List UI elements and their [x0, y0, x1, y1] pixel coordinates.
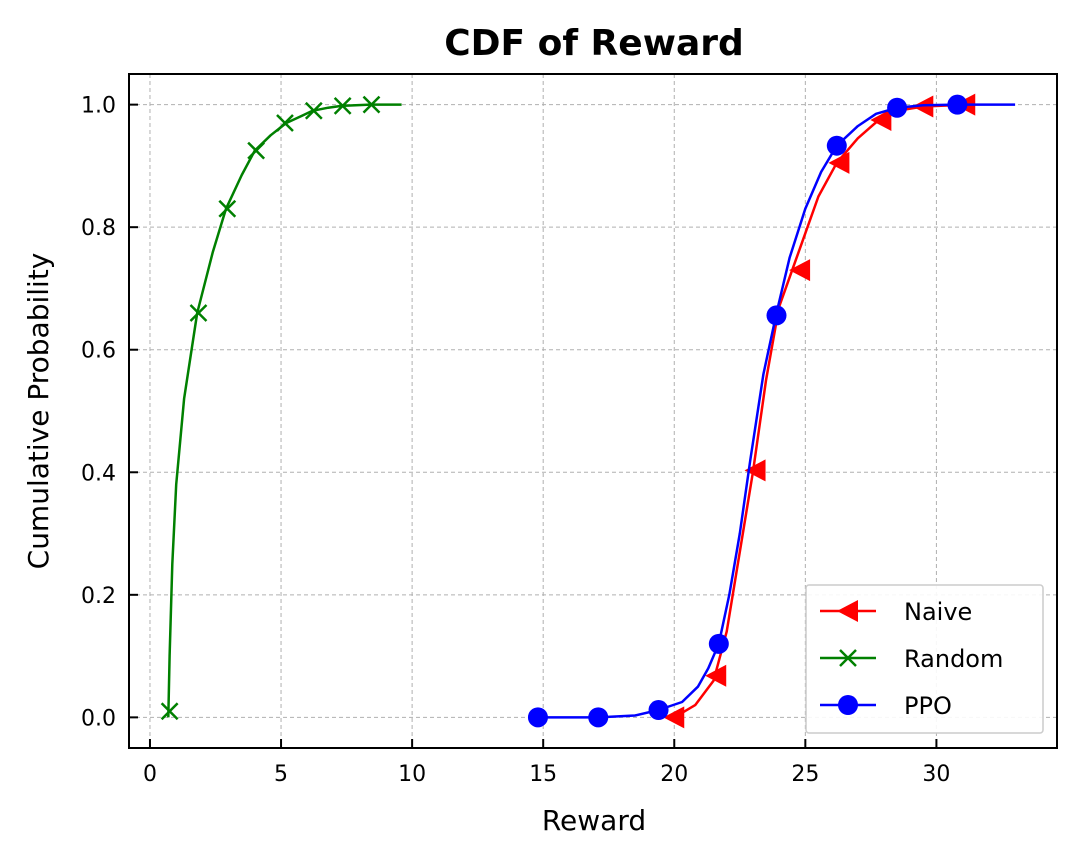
legend-marker-random: [839, 649, 857, 667]
data-point-ppo: [826, 135, 847, 156]
data-point-random-stroke: [218, 199, 237, 218]
y-tick-label: 0.8: [81, 216, 116, 241]
legend-marker-random-stroke: [839, 649, 857, 667]
data-point-naive: [828, 151, 850, 174]
legend-item-naive: Naive: [820, 598, 972, 626]
data-point-ppo: [588, 707, 609, 728]
data-point-naive: [744, 459, 766, 482]
legend-item-random: Random: [820, 645, 1003, 673]
legend-item-ppo: PPO: [820, 692, 952, 720]
legend-marker-ppo: [838, 695, 858, 715]
data-point-ppo: [708, 633, 729, 654]
data-point-random: [247, 141, 266, 160]
data-point-random-stroke: [276, 114, 294, 132]
series-line-random: [167, 103, 402, 718]
plot-frame: [128, 73, 1058, 749]
x-tick-label: 25: [791, 762, 819, 787]
data-point-random: [160, 702, 179, 721]
legend-label-random: Random: [904, 645, 1003, 673]
x-tick-label: 10: [398, 762, 426, 787]
x-tick-label: 20: [660, 762, 688, 787]
data-point-random-stroke: [160, 702, 179, 721]
data-point-random-stroke: [362, 95, 381, 114]
y-tick-label: 0.6: [81, 339, 116, 364]
legend: Naive Random PPO: [805, 584, 1044, 734]
data-point-random: [189, 304, 208, 322]
data-point-ppo: [887, 97, 908, 118]
series-random: [160, 95, 402, 721]
data-point-random: [333, 96, 352, 115]
y-tick-label: 0.4: [81, 461, 116, 486]
x-axis-label: Reward: [542, 804, 646, 837]
data-point-ppo: [648, 700, 669, 721]
data-point-ppo: [527, 707, 548, 728]
data-point-ppo: [766, 305, 787, 326]
chart-title: CDF of Reward: [444, 23, 744, 64]
x-tick-label: 30: [922, 762, 950, 787]
data-point-random: [362, 95, 381, 114]
legend-box: [805, 584, 1044, 734]
axis-ticks: 0 5 10 15 20 25 30 0.0 0.2 0.4 0.6 0.8 1.0: [81, 94, 950, 787]
y-axis-label: Cumulative Probability: [22, 253, 55, 570]
data-point-ppo: [947, 94, 968, 115]
data-point-naive: [705, 664, 727, 687]
series-line-ppo: [537, 103, 1016, 719]
series-layer: [160, 93, 1016, 729]
data-point-naive: [870, 108, 892, 131]
data-point-random-stroke: [189, 304, 208, 322]
y-tick-label: 0.2: [81, 584, 116, 609]
data-point-naive: [663, 706, 685, 729]
x-tick-label: 0: [143, 762, 157, 787]
x-tick-label: 15: [529, 762, 557, 787]
legend-marker-naive: [837, 600, 858, 622]
data-point-random: [304, 101, 323, 120]
legend-label-naive: Naive: [904, 598, 972, 626]
legend-label-ppo: PPO: [904, 692, 952, 720]
data-point-random-stroke: [247, 141, 266, 160]
y-tick-label: 1.0: [81, 94, 116, 119]
data-point-random-stroke: [333, 96, 352, 115]
series-ppo: [527, 94, 1016, 728]
x-tick-label: 5: [274, 762, 288, 787]
data-point-random-stroke: [304, 101, 323, 120]
data-point-random: [276, 114, 294, 132]
y-tick-label: 0.0: [81, 706, 116, 731]
data-point-naive: [789, 259, 811, 282]
data-point-random: [218, 199, 237, 218]
